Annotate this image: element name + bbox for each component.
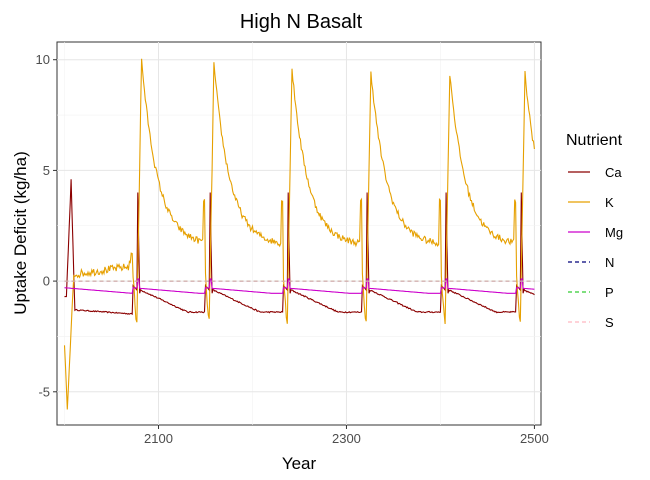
plot-panel	[56, 41, 542, 426]
legend-label-s: S	[605, 315, 614, 330]
legend: Nutrient Ca K Mg NPS	[566, 132, 623, 330]
x-tick-label: 2300	[332, 431, 361, 446]
legend-label-ca: Ca	[605, 165, 622, 180]
series-line-k	[63, 58, 535, 410]
legend-label-p: P	[605, 285, 614, 300]
y-tick-label: 10	[36, 52, 50, 67]
x-tick-label: 2100	[144, 431, 173, 446]
legend-label-k: K	[605, 195, 614, 210]
series-line-mg	[64, 278, 535, 294]
x-axis-title: Year	[282, 454, 317, 473]
y-axis-title: Uptake Deficit (kg/ha)	[11, 151, 30, 314]
y-axis: -5 0 5 10	[36, 52, 57, 399]
series-layer	[63, 58, 535, 410]
x-axis: 2100 2300 2500	[144, 425, 549, 446]
series-line-ca	[64, 179, 535, 316]
chart-title: High N Basalt	[240, 11, 363, 33]
y-tick-label: 5	[43, 163, 50, 178]
y-tick-label: -5	[38, 384, 50, 399]
x-tick-label: 2500	[520, 431, 549, 446]
y-tick-label: 0	[43, 274, 50, 289]
legend-title: Nutrient	[566, 132, 623, 149]
legend-label-mg: Mg	[605, 225, 623, 240]
legend-label-n: N	[605, 255, 614, 270]
